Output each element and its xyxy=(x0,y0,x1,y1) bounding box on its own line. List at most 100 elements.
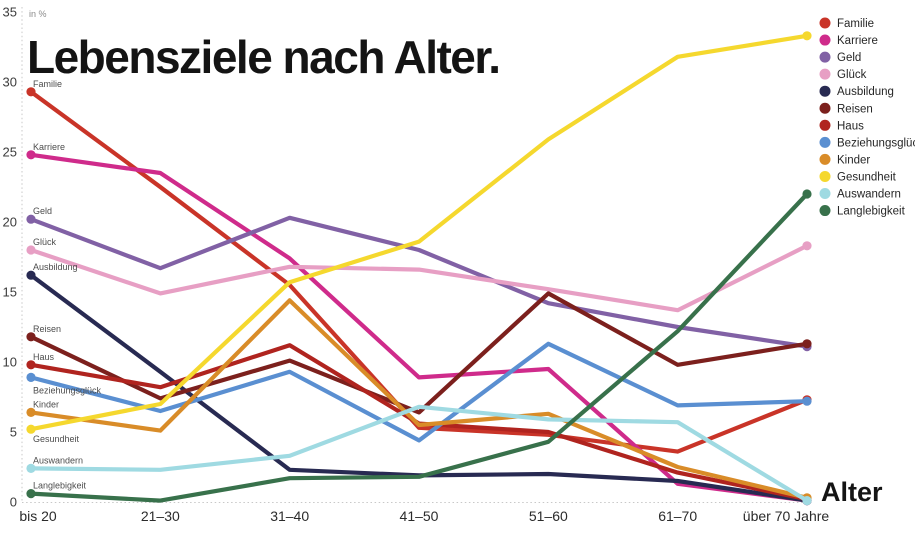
y-tick-label-0: 0 xyxy=(10,495,17,510)
legend-swatch-kinder xyxy=(819,153,831,165)
series-start-dot-reisen xyxy=(26,332,36,342)
x-tick-label-bis-20: bis 20 xyxy=(19,508,57,524)
legend-label-gesundheit: Gesundheit xyxy=(837,171,897,183)
series-start-dot-kinder xyxy=(26,407,36,417)
series-line-beziehungsgl-ck xyxy=(28,341,810,443)
series-layer: Familie Karriere Geld Glück Ausbildung Reisen… xyxy=(26,31,812,506)
series-line-karriere xyxy=(28,152,810,503)
legend-swatch-haus xyxy=(819,119,831,131)
series-start-label-beziehungsgl-ck: Beziehungsglück xyxy=(33,385,102,395)
legend-swatch-geld xyxy=(819,51,831,63)
series-start-label-geld: Geld xyxy=(33,206,52,216)
series-line-gesundheit xyxy=(28,33,810,432)
legend-swatch-beziehungsgl-ck xyxy=(819,136,831,148)
y-axis-unit-label: in % xyxy=(29,9,47,19)
legend-item-beziehungsgl-ck: Beziehungsglück xyxy=(819,136,915,149)
legend-item-auswandern: Auswandern xyxy=(819,188,901,201)
series-start-label-karriere: Karriere xyxy=(33,142,65,152)
series-start-dot-gl-ck xyxy=(26,245,36,255)
series-line-familie xyxy=(28,89,810,454)
page-title: Lebensziele nach Alter. xyxy=(27,31,500,83)
series-gl-ck: Glück xyxy=(26,237,812,313)
series-start-dot-karriere xyxy=(26,150,36,160)
legend-label-familie: Familie xyxy=(837,18,874,30)
legend-item-karriere: Karriere xyxy=(819,34,878,47)
series-end-dot-gl-ck xyxy=(802,241,812,251)
series-end-dot-auswandern xyxy=(802,496,812,506)
series-gesundheit: Gesundheit xyxy=(26,31,812,444)
x-tick-label-61-70: 61–70 xyxy=(658,508,697,524)
series-end-dot-reisen xyxy=(802,339,812,349)
series-line-ausbildung xyxy=(28,273,810,503)
series-familie: Familie xyxy=(26,79,812,454)
legend-label-beziehungsgl-ck: Beziehungsglück xyxy=(837,137,915,149)
series-reisen: Reisen xyxy=(26,291,812,415)
series-start-label-haus: Haus xyxy=(33,352,55,362)
y-tick-label-30: 30 xyxy=(3,75,17,90)
y-tick-label-5: 5 xyxy=(10,425,17,440)
series-start-label-reisen: Reisen xyxy=(33,324,61,334)
axes-layer: 0 5 10 15 20 25 30 35 bis 20 21–30 31–40 41–50 51–60… xyxy=(3,5,830,525)
x-tick-label-31-40: 31–40 xyxy=(270,508,309,524)
series-start-dot-langlebigkeit xyxy=(26,489,36,499)
legend-label-karriere: Karriere xyxy=(837,35,878,47)
legend-item-familie: Familie xyxy=(819,17,874,30)
legend-swatch-auswandern xyxy=(819,188,831,199)
series-start-dot-familie xyxy=(26,87,36,97)
legend-label-ausbildung: Ausbildung xyxy=(837,86,894,98)
x-tick-label-41-50: 41–50 xyxy=(400,508,439,524)
legend-swatch-ausbildung xyxy=(819,85,831,97)
legend-item-gl-ck: Glück xyxy=(819,68,867,81)
series-start-label-ausbildung: Ausbildung xyxy=(33,262,78,272)
legend-label-gl-ck: Glück xyxy=(837,69,867,81)
series-start-dot-haus xyxy=(26,360,36,370)
series-start-dot-beziehungsgl-ck xyxy=(26,372,36,382)
legend-swatch-familie xyxy=(819,17,831,29)
legend-swatch-karriere xyxy=(819,34,831,46)
series-beziehungsgl-ck: Beziehungsglück xyxy=(26,341,812,443)
series-start-label-gesundheit: Gesundheit xyxy=(33,434,80,444)
x-tick-label--ber-70-jahre: über 70 Jahre xyxy=(743,508,830,524)
series-start-label-auswandern: Auswandern xyxy=(33,455,83,465)
series-start-label-langlebigkeit: Langlebigkeit xyxy=(33,481,87,491)
series-end-dot-beziehungsgl-ck xyxy=(802,396,812,406)
series-line-geld xyxy=(28,215,810,349)
y-tick-label-15: 15 xyxy=(3,285,17,300)
legend-label-reisen: Reisen xyxy=(837,103,873,115)
legend-item-kinder: Kinder xyxy=(819,153,870,166)
series-auswandern: Auswandern xyxy=(26,404,812,506)
x-tick-label-21-30: 21–30 xyxy=(141,508,180,524)
y-tick-label-35: 35 xyxy=(3,5,17,20)
legend-label-haus: Haus xyxy=(837,120,864,132)
series-start-label-kinder: Kinder xyxy=(33,399,59,409)
series-geld: Geld xyxy=(26,206,812,352)
series-end-dot-gesundheit xyxy=(802,31,812,41)
legend-item-haus: Haus xyxy=(819,119,864,132)
series-kinder: Kinder xyxy=(26,298,812,503)
series-start-label-familie: Familie xyxy=(33,79,62,89)
legend-label-auswandern: Auswandern xyxy=(837,189,901,201)
legend-label-kinder: Kinder xyxy=(837,154,870,166)
legend-label-geld: Geld xyxy=(837,52,861,64)
series-start-label-gl-ck: Glück xyxy=(33,237,57,247)
series-end-dot-langlebigkeit xyxy=(802,189,812,199)
series-langlebigkeit: Langlebigkeit xyxy=(26,189,812,503)
legend-swatch-gl-ck xyxy=(819,68,831,80)
y-tick-label-20: 20 xyxy=(3,215,17,230)
series-start-dot-gesundheit xyxy=(26,424,36,434)
series-line-langlebigkeit xyxy=(28,191,810,503)
y-tick-label-25: 25 xyxy=(3,145,17,160)
x-tick-label-51-60: 51–60 xyxy=(529,508,568,524)
series-start-dot-ausbildung xyxy=(26,270,36,280)
series-start-dot-auswandern xyxy=(26,463,36,473)
x-axis-title: Alter xyxy=(821,477,883,507)
legend-item-ausbildung: Ausbildung xyxy=(819,85,894,98)
series-start-dot-geld xyxy=(26,214,36,224)
series-line-reisen xyxy=(28,291,810,415)
legend-item-gesundheit: Gesundheit xyxy=(819,170,897,183)
legend-item-reisen: Reisen xyxy=(819,102,873,115)
series-line-gl-ck xyxy=(28,243,810,313)
chart-legend: Familie Karriere Geld Glück Ausbildung Reisen… xyxy=(819,17,915,218)
legend-item-geld: Geld xyxy=(819,51,861,64)
